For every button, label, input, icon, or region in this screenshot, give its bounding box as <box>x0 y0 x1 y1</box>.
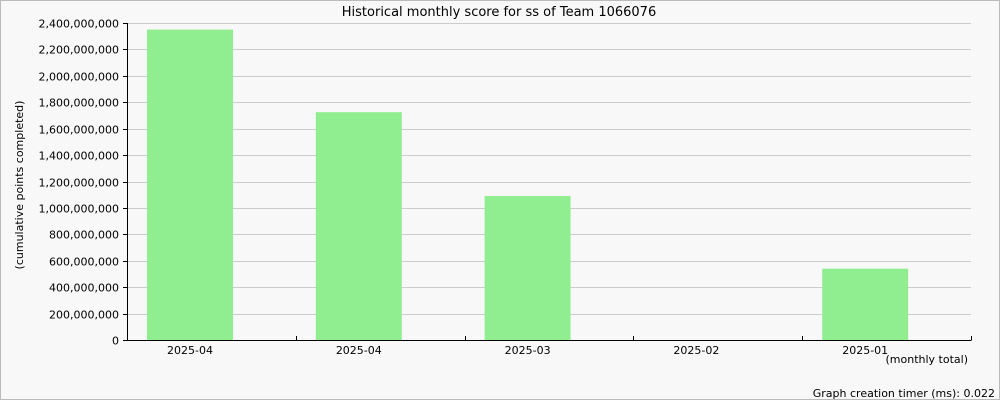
y-tick-label: 1,000,000,000 <box>39 203 119 216</box>
x-axis-label: (monthly total) <box>886 353 969 366</box>
bar <box>315 112 402 340</box>
bar <box>484 196 571 340</box>
y-ticks: 0 200,000,000 400,000,000 600,000,000 800,00… <box>39 18 127 348</box>
bar <box>147 29 233 341</box>
y-tick-label: 2,000,000,000 <box>39 71 119 84</box>
y-tick-label: 1,200,000,000 <box>39 177 119 190</box>
y-tick-label: 200,000,000 <box>49 309 119 322</box>
y-tick-label: 1,600,000,000 <box>39 124 119 137</box>
y-tick-label: 2,200,000,000 <box>39 44 119 57</box>
y-axis-label: (cumulative points completed) <box>13 101 26 270</box>
y-tick-label: 2,400,000,000 <box>39 18 119 31</box>
chart-title: Historical monthly score for ss of Team … <box>342 5 656 20</box>
y-tick-label: 1,800,000,000 <box>39 97 119 110</box>
y-tick-label: 0 <box>112 335 119 348</box>
graph-creation-timer: Graph creation timer (ms): 0.022 <box>813 387 995 399</box>
y-tick-label: 1,400,000,000 <box>39 150 119 163</box>
x-ticks: 2025-04 2025-04 2025-03 2025-02 2025-01 <box>167 344 888 357</box>
y-tick-label: 600,000,000 <box>49 256 119 269</box>
y-tick-label: 400,000,000 <box>49 282 119 295</box>
x-tick-label: 2025-01 <box>842 344 888 357</box>
x-tick-label: 2025-03 <box>505 344 551 357</box>
bar <box>822 268 909 340</box>
x-tick-label: 2025-02 <box>673 344 719 357</box>
bars <box>147 29 909 341</box>
x-tick-label: 2025-04 <box>167 344 213 357</box>
y-tick-label: 800,000,000 <box>49 229 119 242</box>
x-tick-label: 2025-04 <box>336 344 382 357</box>
axes <box>127 23 972 341</box>
